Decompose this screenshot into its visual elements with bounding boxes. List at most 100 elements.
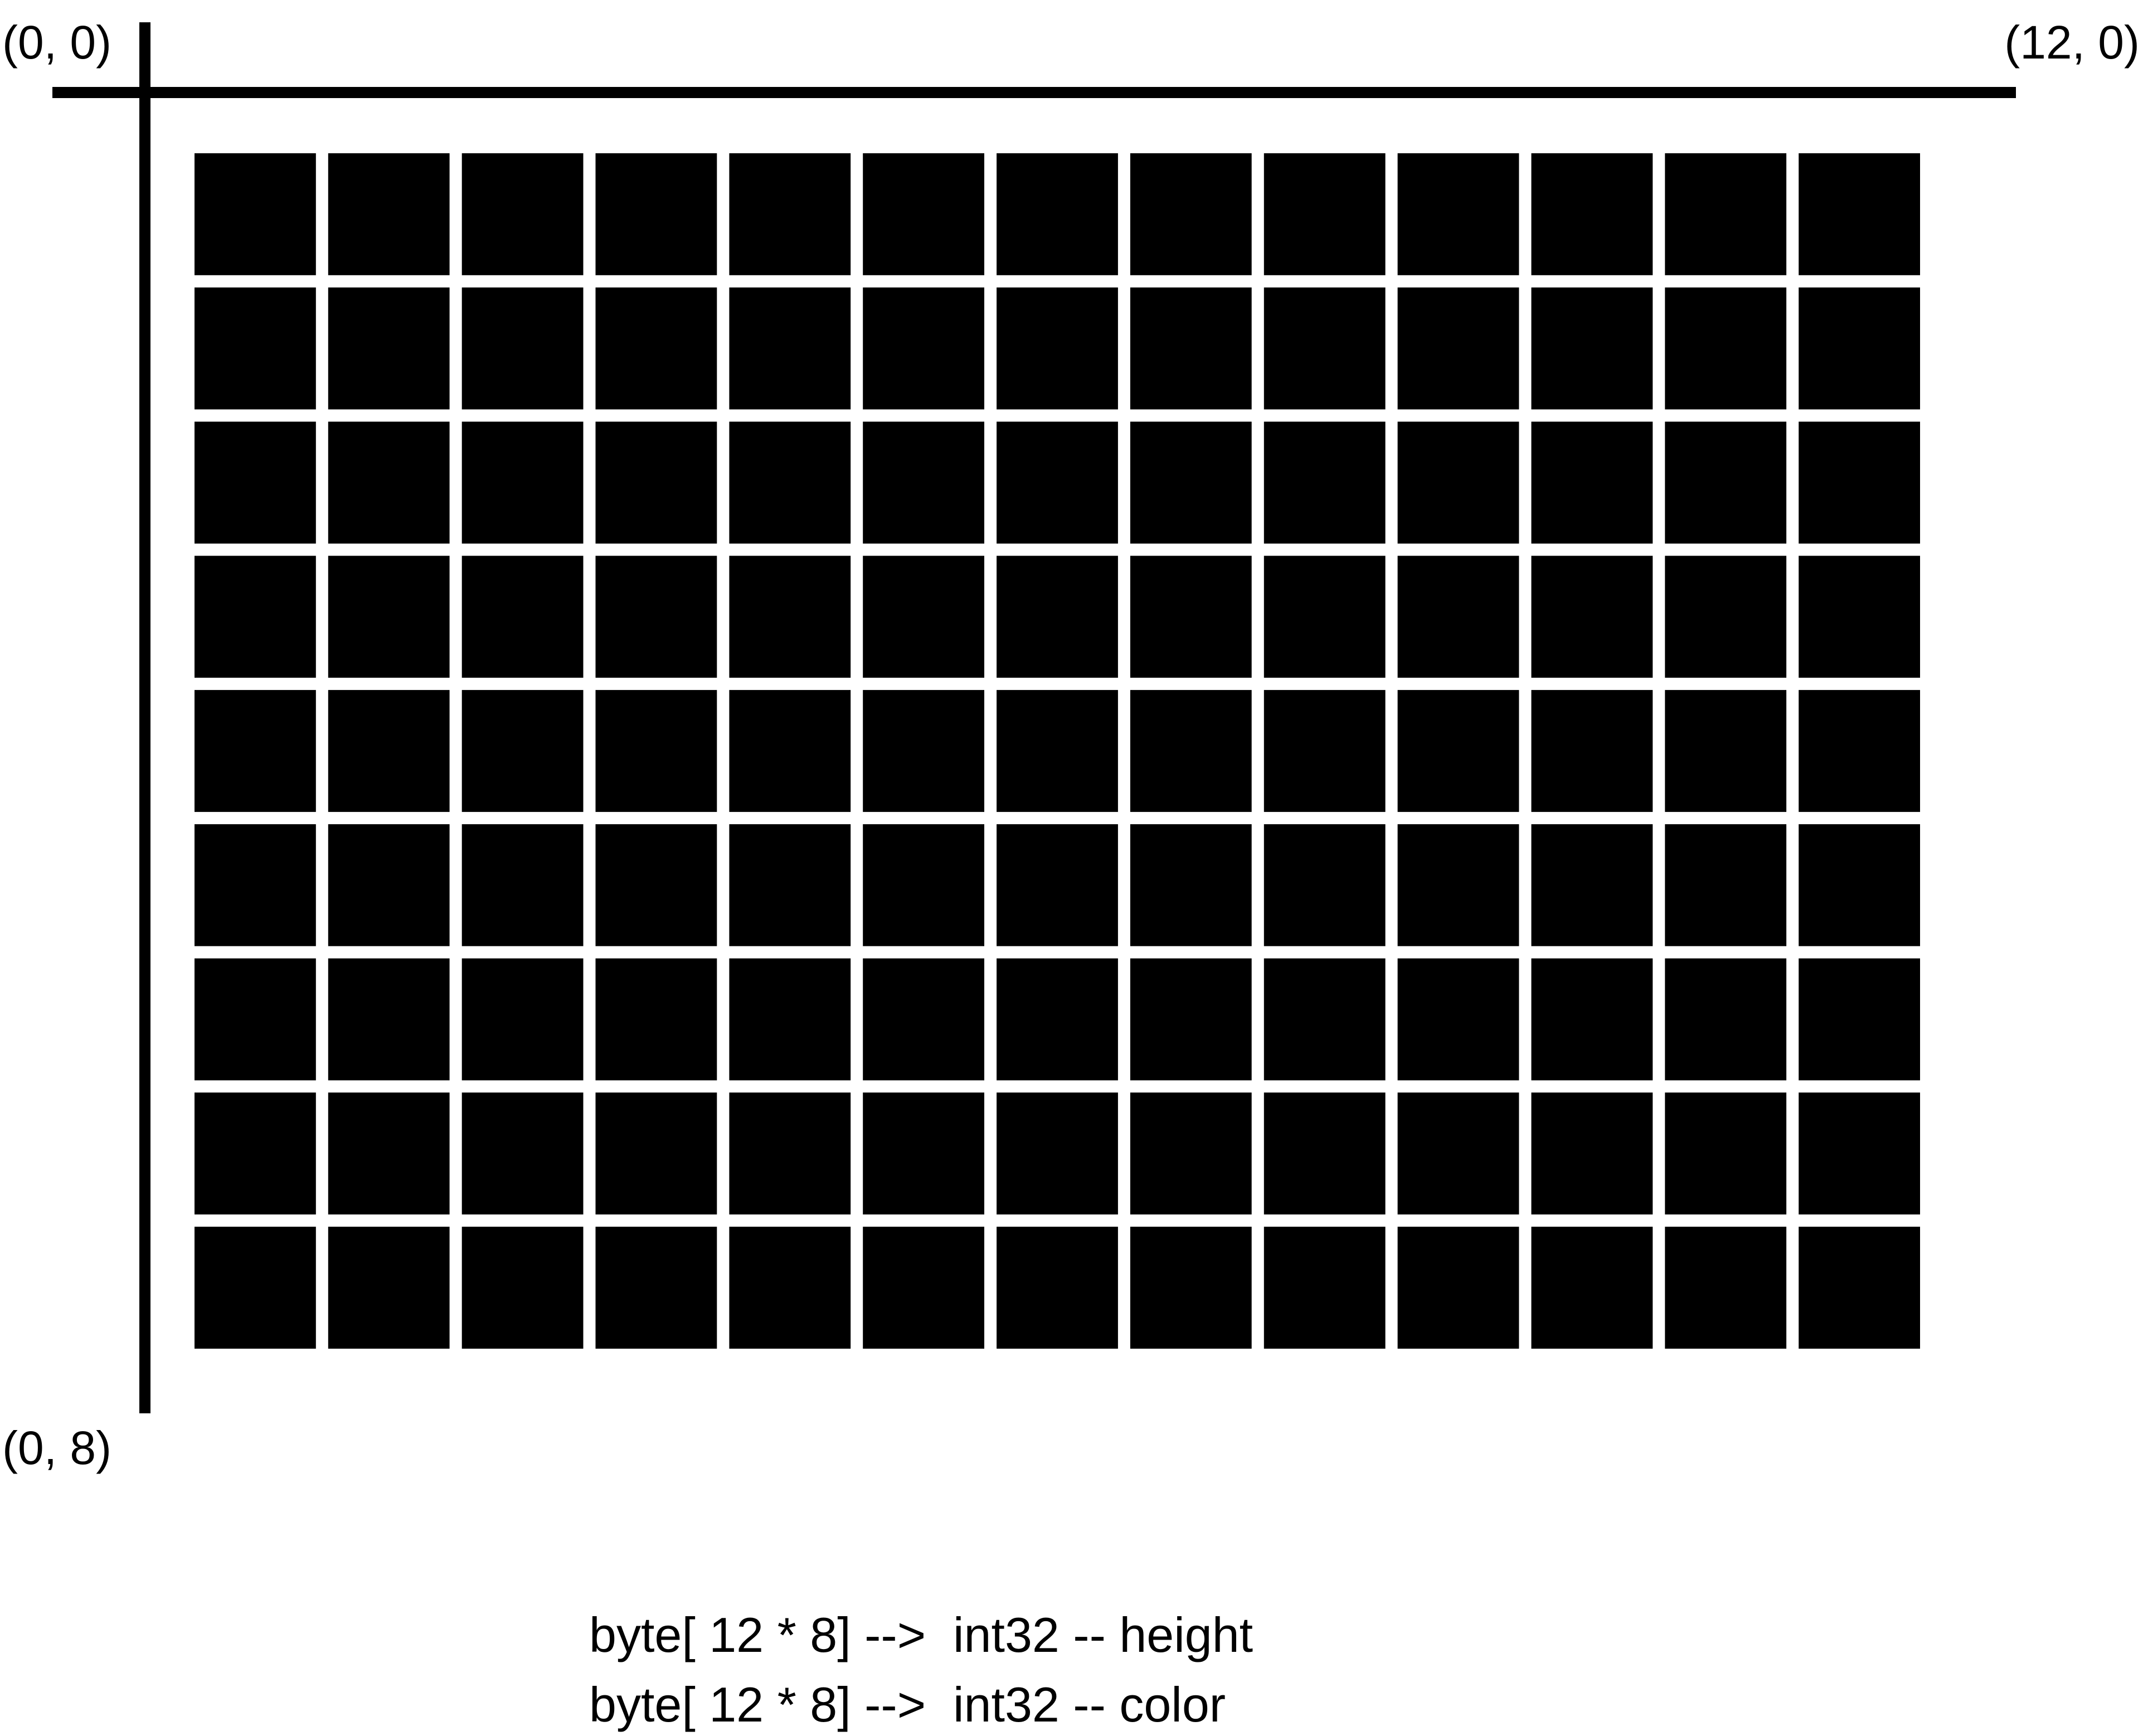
grid-cell-r2-c12 bbox=[1799, 421, 1920, 544]
grid-cell-r6-c10 bbox=[1531, 958, 1653, 1081]
grid-cell-r3-c5 bbox=[863, 556, 984, 678]
grid-cell-r2-c0 bbox=[195, 421, 316, 544]
grid-cell-r6-c4 bbox=[729, 958, 851, 1081]
grid-cell-r8-c10 bbox=[1531, 1227, 1653, 1349]
grid-cell-r5-c4 bbox=[729, 824, 851, 946]
grid-cell-r6-c8 bbox=[1264, 958, 1386, 1081]
grid-cell-r3-c8 bbox=[1264, 556, 1386, 678]
grid-cell-r3-c10 bbox=[1531, 556, 1653, 678]
grid-cell-r5-c1 bbox=[328, 824, 450, 946]
grid-cell-r4-c3 bbox=[595, 690, 717, 812]
grid-cell-r3-c1 bbox=[328, 556, 450, 678]
grid-cell-r5-c7 bbox=[1130, 824, 1252, 946]
grid-cell-r7-c7 bbox=[1130, 1092, 1252, 1215]
grid-cell-r0-c10 bbox=[1531, 153, 1653, 275]
grid-cell-r1-c10 bbox=[1531, 287, 1653, 410]
grid-cell-r4-c0 bbox=[195, 690, 316, 812]
grid-cell-r0-c4 bbox=[729, 153, 851, 275]
grid-cell-r8-c5 bbox=[863, 1227, 984, 1349]
grid-cell-r0-c12 bbox=[1799, 153, 1920, 275]
grid-cell-r1-c1 bbox=[328, 287, 450, 410]
grid-cell-r0-c6 bbox=[997, 153, 1118, 275]
grid-cell-r3-c2 bbox=[461, 556, 584, 678]
grid-cell-r4-c11 bbox=[1665, 690, 1787, 812]
grid-cell-r7-c2 bbox=[461, 1092, 584, 1215]
grid-cell-r7-c10 bbox=[1531, 1092, 1653, 1215]
grid-cell-r3-c3 bbox=[595, 556, 717, 678]
grid-cell-r0-c0 bbox=[195, 153, 316, 275]
grid-cell-r6-c12 bbox=[1799, 958, 1920, 1081]
caption-color-line: byte[ 12 * 8] --> int32 -- color bbox=[589, 1677, 1226, 1732]
grid-cell-r1-c11 bbox=[1665, 287, 1787, 410]
grid-cell-r6-c7 bbox=[1130, 958, 1252, 1081]
grid-cell-r2-c5 bbox=[863, 421, 984, 544]
grid-cell-r6-c5 bbox=[863, 958, 984, 1081]
grid-cell-r5-c8 bbox=[1264, 824, 1386, 946]
grid-cell-r6-c11 bbox=[1665, 958, 1787, 1081]
grid-cell-r2-c6 bbox=[997, 421, 1118, 544]
grid-cell-r0-c1 bbox=[328, 153, 450, 275]
grid-cell-r1-c4 bbox=[729, 287, 851, 410]
grid-cell-r5-c3 bbox=[595, 824, 717, 946]
grid-cell-r4-c7 bbox=[1130, 690, 1252, 812]
grid-cell-r7-c1 bbox=[328, 1092, 450, 1215]
grid-cells bbox=[195, 153, 1920, 1349]
caption-height-line: byte[ 12 * 8] --> int32 -- height bbox=[589, 1607, 1253, 1662]
grid-cell-r3-c12 bbox=[1799, 556, 1920, 678]
grid-cell-r2-c4 bbox=[729, 421, 851, 544]
grid-cell-r4-c1 bbox=[328, 690, 450, 812]
grid-cell-r8-c0 bbox=[195, 1227, 316, 1349]
grid-cell-r4-c8 bbox=[1264, 690, 1386, 812]
grid-cell-r0-c2 bbox=[461, 153, 584, 275]
grid-cell-r4-c9 bbox=[1397, 690, 1519, 812]
grid-cell-r8-c2 bbox=[461, 1227, 584, 1349]
grid-cell-r3-c9 bbox=[1397, 556, 1519, 678]
grid-cell-r0-c5 bbox=[863, 153, 984, 275]
grid-cell-r5-c5 bbox=[863, 824, 984, 946]
grid-cell-r8-c9 bbox=[1397, 1227, 1519, 1349]
grid-cell-r1-c2 bbox=[461, 287, 584, 410]
grid-cell-r5-c10 bbox=[1531, 824, 1653, 946]
grid-cell-r3-c4 bbox=[729, 556, 851, 678]
grid-cell-r8-c4 bbox=[729, 1227, 851, 1349]
grid-cell-r7-c4 bbox=[729, 1092, 851, 1215]
grid-cell-r3-c6 bbox=[997, 556, 1118, 678]
grid-cell-r1-c9 bbox=[1397, 287, 1519, 410]
grid-cell-r1-c5 bbox=[863, 287, 984, 410]
grid-cell-r1-c12 bbox=[1799, 287, 1920, 410]
grid-cell-r5-c12 bbox=[1799, 824, 1920, 946]
grid-cell-r0-c9 bbox=[1397, 153, 1519, 275]
grid-cell-r5-c11 bbox=[1665, 824, 1787, 946]
grid-cell-r5-c6 bbox=[997, 824, 1118, 946]
grid-cell-r7-c9 bbox=[1397, 1092, 1519, 1215]
grid-cell-r5-c9 bbox=[1397, 824, 1519, 946]
grid-cell-r2-c11 bbox=[1665, 421, 1787, 544]
grid-cell-r6-c6 bbox=[997, 958, 1118, 1081]
grid-cell-r2-c7 bbox=[1130, 421, 1252, 544]
grid-cell-r4-c10 bbox=[1531, 690, 1653, 812]
grid-cell-r6-c0 bbox=[195, 958, 316, 1081]
grid-cell-r6-c2 bbox=[461, 958, 584, 1081]
grid-cell-r0-c7 bbox=[1130, 153, 1252, 275]
grid-cell-r2-c2 bbox=[461, 421, 584, 544]
grid-cell-r2-c3 bbox=[595, 421, 717, 544]
grid-cell-r4-c4 bbox=[729, 690, 851, 812]
grid-cell-r3-c7 bbox=[1130, 556, 1252, 678]
grid-cell-r2-c8 bbox=[1264, 421, 1386, 544]
grid-cell-r8-c11 bbox=[1665, 1227, 1787, 1349]
grid-cell-r0-c11 bbox=[1665, 153, 1787, 275]
grid-cell-r8-c1 bbox=[328, 1227, 450, 1349]
grid-cell-r7-c8 bbox=[1264, 1092, 1386, 1215]
grid-cell-r1-c6 bbox=[997, 287, 1118, 410]
grid-cell-r0-c8 bbox=[1264, 153, 1386, 275]
grid-cell-r5-c2 bbox=[461, 824, 584, 946]
grid-cell-r2-c9 bbox=[1397, 421, 1519, 544]
grid-cell-r2-c1 bbox=[328, 421, 450, 544]
grid-cell-r8-c12 bbox=[1799, 1227, 1920, 1349]
grid-cell-r6-c3 bbox=[595, 958, 717, 1081]
grid-cell-r7-c11 bbox=[1665, 1092, 1787, 1215]
grid-cell-r7-c12 bbox=[1799, 1092, 1920, 1215]
grid-cell-r7-c6 bbox=[997, 1092, 1118, 1215]
grid-cell-r6-c9 bbox=[1397, 958, 1519, 1081]
origin-label: (0, 0) bbox=[2, 16, 112, 69]
